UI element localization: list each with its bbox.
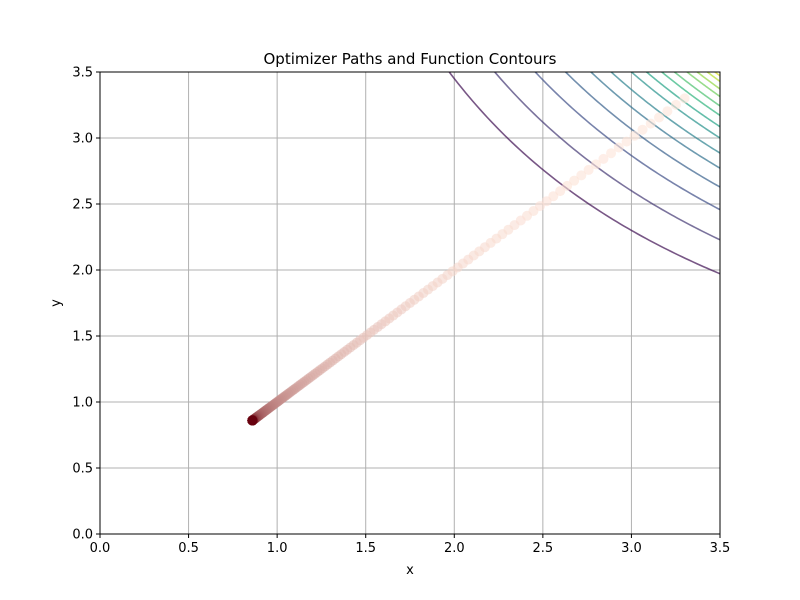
y-tick-label: 1.5 — [72, 330, 93, 345]
y-axis-label: y — [49, 299, 64, 307]
x-tick-label: 0.0 — [90, 541, 111, 556]
path-point — [629, 130, 640, 141]
path-point — [606, 148, 617, 159]
y-tick-label: 3.0 — [72, 132, 93, 147]
contour-line — [660, 72, 720, 117]
path-point — [662, 106, 673, 117]
contour-line — [564, 72, 720, 188]
path-point — [569, 175, 580, 186]
grid — [99, 71, 721, 535]
chart-title: Optimizer Paths and Function Contours — [264, 50, 557, 68]
contour-line — [685, 72, 720, 98]
path-point — [247, 415, 258, 426]
x-tick-label: 3.5 — [710, 541, 731, 556]
x-axis-label: x — [406, 563, 414, 578]
y-tick-label: 0.0 — [72, 528, 93, 543]
contour-line — [589, 72, 720, 170]
path-point — [645, 118, 656, 129]
contour-line — [493, 72, 720, 241]
path-point — [654, 112, 665, 123]
path-point — [670, 99, 681, 110]
path-point — [637, 124, 648, 135]
optimizer-path — [247, 93, 690, 426]
x-tick-label: 2.5 — [533, 541, 554, 556]
plot-frame — [99, 71, 721, 535]
path-point — [583, 164, 594, 175]
contour-line — [713, 72, 720, 77]
path-point — [576, 170, 587, 181]
path-point — [613, 142, 624, 153]
path-point — [621, 136, 632, 147]
y-tick-label: 0.5 — [72, 462, 93, 477]
path-point — [555, 186, 566, 197]
x-tick-label: 1.5 — [355, 541, 376, 556]
x-tick-label: 1.0 — [267, 541, 288, 556]
y-tick-label: 2.0 — [72, 264, 93, 279]
x-tick-label: 3.0 — [621, 541, 642, 556]
path-point — [679, 93, 690, 104]
path-point — [562, 180, 573, 191]
contour-line — [673, 72, 720, 107]
y-tick-label: 3.5 — [72, 66, 93, 81]
y-tick-label: 2.5 — [72, 198, 93, 213]
path-point — [590, 159, 601, 170]
contour-line — [534, 72, 720, 211]
contour-line — [706, 72, 720, 83]
contour-lines — [448, 72, 720, 275]
contour-line — [448, 72, 720, 275]
y-tick-label: 1.0 — [72, 396, 93, 411]
x-tick-label: 2.0 — [444, 541, 465, 556]
contour-line — [695, 72, 720, 90]
path-point — [598, 153, 609, 164]
x-tick-label: 0.5 — [178, 541, 199, 556]
contour-line — [609, 72, 720, 155]
axis-ticks: 0.0 0.5 1.0 1.5 2.0 2.5 3.0 3.5 0.0 0.5 1.0 1.5 2.0 2… — [72, 66, 730, 557]
